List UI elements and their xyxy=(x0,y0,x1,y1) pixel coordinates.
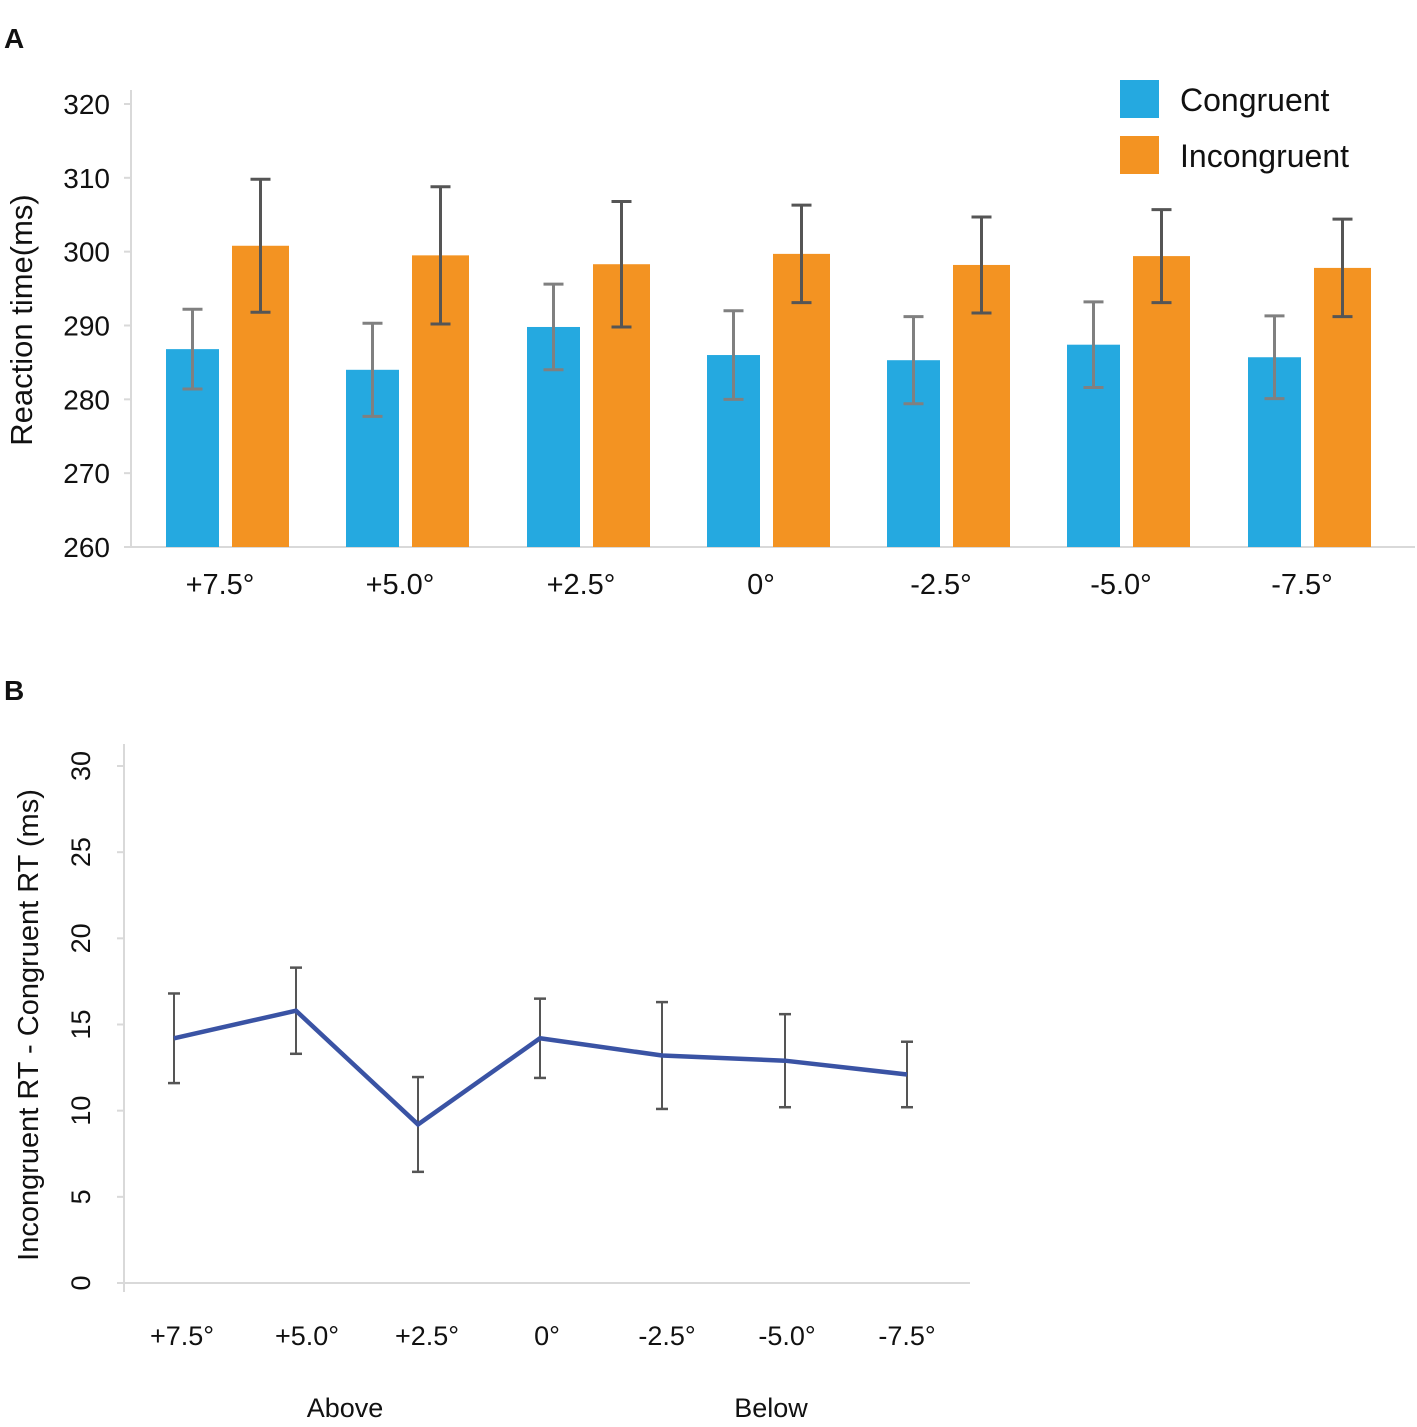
panel-label-a: A xyxy=(4,23,24,54)
x-tick-label-a: +5.0° xyxy=(366,569,435,601)
y-tick-label-b: 10 xyxy=(66,1096,96,1126)
legend-swatch-congruent xyxy=(1120,80,1159,118)
y-axis-label-b: Incongruent RT - Congruent RT (ms) xyxy=(13,789,45,1261)
x-tick-label-a: +7.5° xyxy=(186,569,255,601)
legend-label-congruent: Congruent xyxy=(1180,82,1330,118)
y-tick-label-b: 15 xyxy=(66,1009,96,1039)
group-label-above: Above xyxy=(307,1393,384,1423)
y-tick-label-a: 310 xyxy=(63,163,110,194)
y-tick-label-a: 290 xyxy=(63,311,110,342)
y-axis-label-a: Reaction time(ms) xyxy=(4,194,39,446)
x-tick-label-b: +5.0° xyxy=(275,1321,339,1351)
x-tick-label-b: +2.5° xyxy=(395,1321,459,1351)
x-tick-label-a: -5.0° xyxy=(1090,569,1152,601)
x-tick-label-b: 0° xyxy=(534,1321,560,1351)
group-label-below: Below xyxy=(734,1393,808,1423)
y-tick-label-a: 280 xyxy=(63,384,110,415)
x-tick-label-b: -2.5° xyxy=(638,1321,695,1351)
x-tick-label-b: -7.5° xyxy=(878,1321,935,1351)
y-tick-label-b: 20 xyxy=(66,923,96,953)
y-tick-label-a: 300 xyxy=(63,237,110,268)
y-tick-label-a: 270 xyxy=(63,458,110,489)
y-tick-label-b: 5 xyxy=(66,1189,96,1204)
x-tick-label-a: 0° xyxy=(747,569,775,601)
x-tick-label-a: +2.5° xyxy=(547,569,616,601)
legend: Congruent Incongruent xyxy=(1120,80,1349,174)
x-tick-label-b: +7.5° xyxy=(150,1321,214,1351)
y-tick-label-a: 320 xyxy=(63,89,110,120)
y-tick-label-b: 30 xyxy=(66,751,96,781)
bar-incongruent xyxy=(1133,256,1190,547)
x-tick-label-a: -2.5° xyxy=(910,569,972,601)
y-tick-label-b: 0 xyxy=(66,1275,96,1290)
panel-label-b: B xyxy=(4,675,24,706)
x-tick-label-a: -7.5° xyxy=(1271,569,1333,601)
x-tick-label-b: -5.0° xyxy=(758,1321,815,1351)
y-tick-label-a: 260 xyxy=(63,532,110,563)
legend-swatch-incongruent xyxy=(1120,136,1159,174)
legend-label-incongruent: Incongruent xyxy=(1180,138,1349,174)
y-tick-label-b: 25 xyxy=(66,837,96,867)
